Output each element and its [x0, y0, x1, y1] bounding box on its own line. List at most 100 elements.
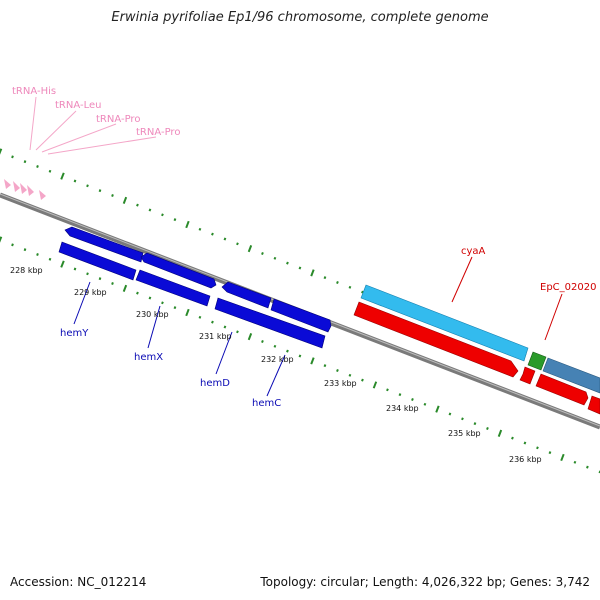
kbp-label: 233 kbp — [324, 379, 357, 388]
gene-hemD-upper — [221, 281, 272, 309]
minor-tick — [161, 301, 164, 305]
gene-red-3 — [535, 373, 589, 406]
minor-tick — [323, 276, 327, 280]
minor-tick — [361, 378, 364, 382]
minor-tick — [273, 256, 277, 260]
map-title: Erwinia pyrifoliae Ep1/96 chromosome, co… — [111, 10, 489, 25]
kbp-label: 236 kbp — [509, 455, 542, 464]
minor-tick — [423, 402, 427, 406]
gene-hemY-lower — [58, 241, 137, 281]
trna-arrow — [39, 190, 46, 200]
gene-green — [527, 351, 547, 371]
minor-tick — [73, 267, 77, 271]
major-tick — [310, 269, 315, 277]
major-tick — [372, 381, 378, 389]
minor-tick — [136, 203, 139, 207]
minor-tick — [536, 446, 539, 450]
minor-tick — [411, 398, 414, 401]
trna-arrow — [27, 185, 34, 196]
kbp-label: 228 kbp — [10, 266, 43, 275]
minor-tick — [36, 165, 39, 168]
minor-tick — [586, 465, 589, 469]
kbp-label: 230 kbp — [136, 310, 169, 319]
minor-tick — [161, 213, 164, 217]
minor-tick — [23, 160, 27, 164]
minor-tick — [98, 277, 102, 281]
minor-tick — [236, 330, 239, 334]
gene-red-1 — [353, 301, 519, 378]
minor-tick — [573, 460, 577, 464]
minor-tick — [448, 412, 452, 416]
minor-tick — [236, 242, 239, 246]
minor-tick — [486, 427, 489, 430]
minor-tick — [36, 253, 39, 256]
major-tick — [247, 333, 253, 341]
topology-label: Topology: circular; Length: 4,026,322 bp… — [260, 575, 590, 589]
trna-label-pro-1: tRNA-Pro — [96, 114, 140, 125]
kbp-label: 234 kbp — [386, 404, 419, 413]
minor-tick — [211, 232, 214, 236]
minor-tick — [23, 248, 27, 252]
kbp-label: 232 kbp — [261, 355, 294, 364]
minor-tick — [386, 388, 389, 392]
major-tick — [0, 148, 3, 155]
minor-tick — [211, 320, 214, 324]
hem-genes — [58, 226, 332, 349]
minor-tick — [173, 306, 177, 310]
kbp-label: 231 kbp — [199, 332, 232, 341]
kbp-label: 229 kbp — [74, 288, 107, 297]
minor-tick — [548, 451, 552, 455]
minor-tick — [98, 189, 102, 193]
minor-tick — [398, 393, 402, 397]
gene-label-hemD: hemD — [200, 378, 230, 389]
minor-tick — [473, 422, 477, 426]
trna-label-pro-2: tRNA-Pro — [136, 127, 180, 138]
trna-arrow — [4, 179, 11, 189]
minor-tick — [261, 252, 264, 255]
minor-tick — [73, 179, 77, 183]
minor-tick — [86, 272, 89, 276]
gene-label-hemX: hemX — [134, 352, 163, 363]
minor-tick — [11, 155, 14, 159]
trna-arrow — [20, 183, 27, 194]
minor-tick — [198, 227, 202, 231]
minor-tick — [148, 208, 152, 212]
minor-tick — [148, 296, 152, 300]
inner-tick-ring — [0, 236, 600, 474]
minor-tick — [111, 194, 114, 197]
minor-tick — [261, 340, 264, 343]
kbp-label: 235 kbp — [448, 429, 481, 438]
gene-hemX-upper — [140, 252, 217, 289]
gene-label-hemC: hemC — [252, 398, 281, 409]
minor-tick — [336, 369, 339, 372]
gene-hemD-lower — [214, 297, 326, 349]
gene-label-cyaA: cyaA — [461, 246, 486, 257]
minor-tick — [361, 290, 364, 294]
minor-tick — [286, 261, 289, 265]
minor-tick — [348, 373, 352, 377]
minor-tick — [173, 218, 177, 222]
minor-tick — [298, 266, 302, 270]
trna-label-his: tRNA-His — [12, 86, 56, 97]
minor-tick — [286, 349, 289, 353]
minor-tick — [298, 354, 302, 358]
gene-cyaA — [360, 284, 529, 362]
gene-hemX-lower — [135, 269, 211, 307]
major-tick — [122, 196, 128, 204]
gene-steel — [542, 357, 600, 394]
red-leaders — [451, 256, 563, 341]
kbp-labels: 228 kbp 229 kbp 230 kbp 231 kbp 232 kbp … — [10, 266, 542, 464]
gene-label-hemY: hemY — [60, 328, 89, 339]
minor-tick — [48, 257, 52, 261]
minor-tick — [336, 281, 339, 284]
major-tick — [185, 308, 190, 317]
major-tick — [560, 453, 565, 462]
minor-tick — [48, 169, 52, 173]
major-tick — [60, 260, 65, 268]
minor-tick — [511, 436, 514, 440]
major-tick — [122, 284, 128, 292]
trna-label-leu: tRNA-Leu — [55, 100, 101, 111]
minor-tick — [223, 237, 227, 241]
minor-tick — [136, 291, 139, 295]
